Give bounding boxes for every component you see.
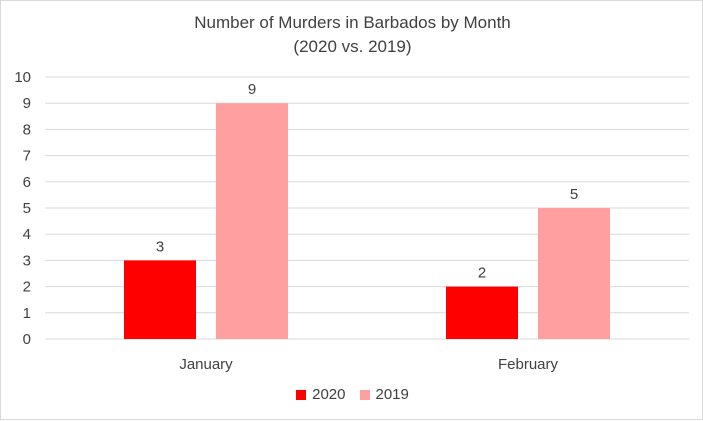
- data-label: 5: [570, 186, 578, 203]
- legend-swatch: [359, 389, 370, 400]
- y-tick-label: 2: [23, 279, 31, 296]
- y-tick-label: 4: [23, 226, 31, 243]
- y-tick-label: 9: [23, 95, 31, 112]
- chart-title-block: Number of Murders in Barbados by Month (…: [1, 11, 703, 59]
- y-tick-label: 10: [14, 69, 31, 86]
- legend-swatch: [296, 389, 307, 400]
- data-label: 2: [478, 265, 486, 282]
- y-tick-label: 7: [23, 148, 31, 165]
- chart-title: Number of Murders in Barbados by Month: [194, 13, 511, 32]
- legend-label: 2020: [312, 386, 346, 403]
- data-label: 3: [156, 238, 164, 255]
- y-tick-label: 8: [23, 121, 31, 138]
- data-label: 9: [248, 81, 256, 98]
- y-tick-label: 6: [23, 174, 31, 191]
- y-tick-label: 3: [23, 252, 31, 269]
- y-tick-label: 1: [23, 305, 31, 322]
- legend: 2020 2019: [1, 386, 703, 403]
- bar: [446, 286, 518, 339]
- x-tick-label: January: [179, 356, 233, 373]
- bar: [124, 260, 196, 339]
- bar: [216, 103, 288, 339]
- y-tick-label: 5: [23, 200, 31, 217]
- x-tick-label: February: [498, 356, 559, 373]
- legend-item: 2019: [359, 386, 409, 403]
- bar: [538, 208, 610, 339]
- chart-subtitle: (2020 vs. 2019): [293, 37, 412, 56]
- legend-label: 2019: [375, 386, 409, 403]
- y-tick-label: 0: [23, 331, 31, 348]
- legend-item: 2020: [296, 386, 346, 403]
